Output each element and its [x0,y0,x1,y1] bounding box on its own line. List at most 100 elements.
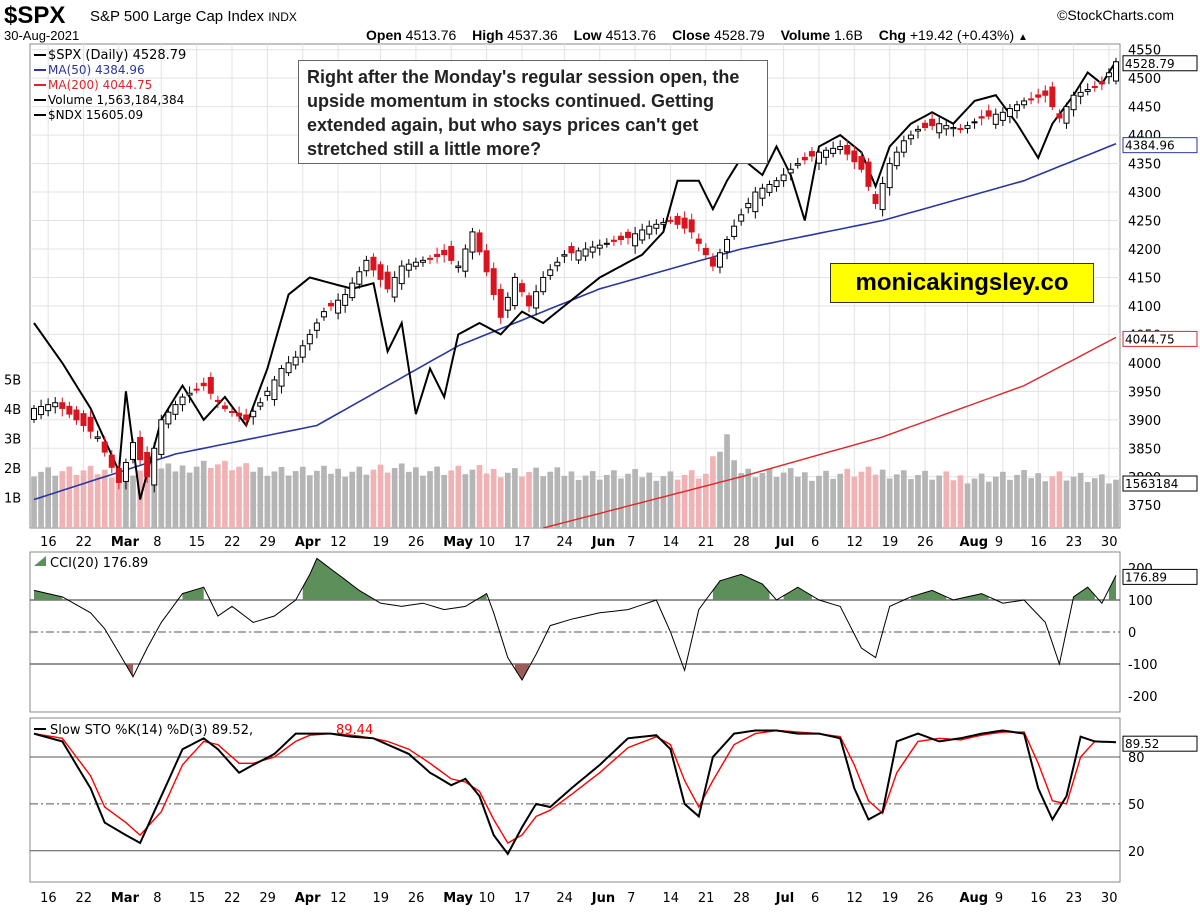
chg-label: Chg [878,27,906,43]
volume-bar [1035,473,1042,528]
sto-x-tick-label: 21 [698,891,715,906]
volume-bar [660,476,667,528]
sto-x-tick-label: 30 [1101,891,1118,906]
sto-x-tick-label: 7 [627,891,635,906]
brand-label[interactable]: monicakingsley.co [830,263,1094,303]
volume-bar [306,475,313,528]
candle-body [144,451,151,478]
volume-value: 1.6B [834,27,863,43]
volume-bar [391,468,398,528]
volume-bar [710,456,716,528]
candle-body [872,194,879,204]
volume-bar [667,471,674,528]
candle-body [490,268,497,296]
candle-body [214,399,221,402]
volume-bar [1021,470,1027,528]
candle-body [94,436,101,439]
sto-x-tick-label: 23 [1066,891,1083,906]
candle-body [985,110,992,117]
cci-overbought-fill [783,587,812,600]
candle-body [448,245,455,261]
last-volume-label-box [1122,475,1198,492]
volume-bar [349,471,356,528]
cci-oversold-fill [514,664,529,680]
candle-body [893,151,900,167]
volume-bar [568,471,575,528]
candle-body [709,257,716,267]
candle-body [929,118,936,127]
volume-bar [116,472,122,528]
candle-body [434,253,441,258]
volume-bar [858,471,865,528]
annotation-box: Right after the Monday's regular session… [298,60,768,164]
price-x-tick-label: 22 [224,535,241,550]
candle-body [589,246,596,253]
source-credit[interactable]: ©StockCharts.com [1057,7,1174,23]
volume-bar [1014,474,1020,528]
candle-body [1028,98,1035,101]
candle-body [639,229,646,241]
volume-bar [321,465,327,528]
candle-body [299,345,306,358]
price-x-tick-label: Jul [775,535,795,550]
candle-body [759,187,766,199]
volume-bar [250,471,257,528]
volume-bar [816,475,822,528]
price-x-tick-label: 23 [1066,535,1083,550]
index-name: S&P 500 Large Cap Index INDX [90,8,297,25]
candle-body [780,174,787,182]
cci-last-label: 176.89 [1125,570,1167,584]
volume-bar [582,475,589,528]
sto-x-tick-label: 15 [189,891,206,906]
volume-bar [52,475,59,528]
candle-body [879,183,886,211]
candle-body [328,302,335,307]
candle-body [469,231,476,253]
volume-bar [830,478,836,528]
cci-line [33,557,1117,681]
candle-body [257,402,264,407]
volume-tick-label: 4B [4,403,21,418]
candle-body [172,404,179,415]
volume-bar [674,479,681,528]
price-x-tick-label: 19 [373,535,390,550]
volume-bar [844,468,851,528]
volume-bar [773,477,780,528]
candle-body [971,121,978,124]
volume-bar [893,474,900,528]
volume-bar [780,472,787,528]
sto-x-tick-label: Mar [111,891,140,906]
price-legend-entry: MA(200) 4044.75 [48,78,152,92]
sto-x-tick-label: 22 [224,891,241,906]
candle-body [158,419,165,455]
candle-body [1056,113,1063,119]
volume-bar [179,465,186,528]
volume-bar [285,475,292,528]
cci-overbought-fill [1108,575,1116,600]
volume-bar [766,468,773,528]
price-x-tick-label: Jun [591,535,615,550]
volume-bar [992,476,999,528]
sto-x-tick-label: 9 [995,891,1003,906]
cci-overbought-fill [712,574,770,600]
volume-bar [207,467,214,528]
price-x-tick-label: Apr [295,535,321,550]
candle-body [511,276,518,307]
candle-body [101,441,108,453]
sto-x-tick-label: 17 [514,891,531,906]
candle-body [122,462,129,482]
volume-bar [950,480,957,528]
price-tick-label: 4100 [1128,300,1161,315]
volume-bar [80,470,87,528]
candle-body [794,163,801,166]
cci-legend: CCI(20) 176.89 [50,556,148,571]
sto-tick-label: 80 [1128,751,1145,766]
sto-x-tick-label: 16 [1030,891,1047,906]
candle-body [865,161,872,187]
price-tick-label: 4300 [1128,186,1161,201]
cci-overbought-fill [34,590,63,600]
volume-bar [978,473,985,528]
exchange: INDX [268,10,297,24]
volume-bar [901,470,907,528]
candle-body [724,238,731,253]
